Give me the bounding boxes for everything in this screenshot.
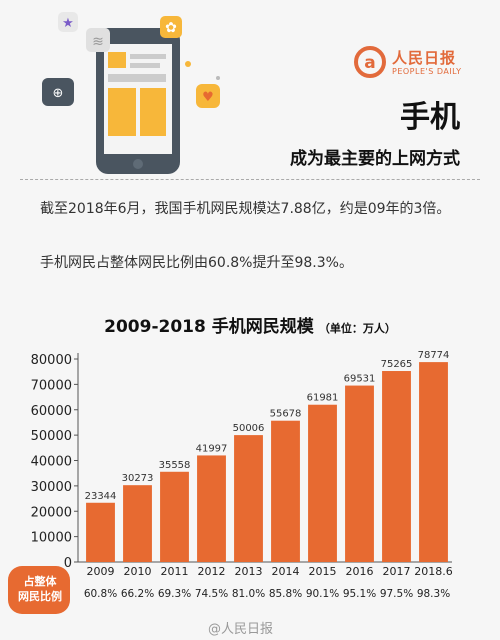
svg-text:a: a xyxy=(364,53,375,73)
brand-sub: PEOPLE'S DAILY xyxy=(392,67,462,76)
y-tick-label: 40000 xyxy=(31,455,72,470)
y-tick-label: 20000 xyxy=(31,505,72,520)
dashed-divider xyxy=(20,179,480,180)
data-label: 69531 xyxy=(344,374,376,385)
svg-text:≋: ≋ xyxy=(92,34,104,50)
ratio-label-line1: 占整体 xyxy=(23,575,57,588)
y-tick-label: 10000 xyxy=(31,531,72,546)
y-tick-label: 30000 xyxy=(31,480,72,495)
x-tick-label: 2011 xyxy=(161,565,189,578)
data-label: 61981 xyxy=(307,393,339,404)
x-tick-label: 2014 xyxy=(272,565,300,578)
y-tick-label: 0 xyxy=(64,556,72,571)
peoples-daily-logo: a xyxy=(354,46,386,78)
data-label: 30273 xyxy=(122,473,154,484)
chart-title-main: 2009-2018 手机网民规模 xyxy=(104,317,314,337)
ratio-badge xyxy=(8,566,70,614)
ratio-value: 85.8% xyxy=(269,588,302,600)
ratio-value: 95.1% xyxy=(343,588,376,600)
data-label: 35558 xyxy=(159,460,191,471)
page-subtitle: 成为最主要的上网方式 xyxy=(290,149,460,169)
svg-text:♥: ♥ xyxy=(202,90,214,105)
star-icon xyxy=(58,12,78,32)
chart-title: 2009-2018 手机网民规模 （单位：万人） xyxy=(0,312,500,337)
data-label: 55678 xyxy=(270,409,302,420)
svg-text:★: ★ xyxy=(62,16,74,31)
ratio-value: 74.5% xyxy=(195,588,228,600)
svg-text:⊕: ⊕ xyxy=(53,86,64,101)
gamepad-icon xyxy=(42,78,74,106)
x-tick-label: 2016 xyxy=(346,565,374,578)
ratio-value: 60.8% xyxy=(84,588,117,600)
svg-text:✿: ✿ xyxy=(165,20,177,36)
ratio-value: 98.3% xyxy=(417,588,450,600)
paragraph-ratio: 手机网民占整体网民比例由60.8%提升至98.3%。 xyxy=(40,255,353,271)
ratio-label-line2: 网民比例 xyxy=(18,590,62,603)
page-title: 手机 xyxy=(400,100,460,135)
bar xyxy=(271,420,300,562)
x-tick-label: 2013 xyxy=(235,565,263,578)
bar xyxy=(160,471,189,562)
data-label: 78774 xyxy=(418,350,450,361)
data-label: 41997 xyxy=(196,443,228,454)
paragraph-scale: 截至2018年6月，我国手机网民规模达7.88亿，约是09年的3倍。 xyxy=(40,201,451,217)
x-tick-label: 2015 xyxy=(309,565,337,578)
bar xyxy=(197,455,226,562)
ratio-value: 66.2% xyxy=(121,588,154,600)
data-label: 75265 xyxy=(381,359,413,370)
data-label: 23344 xyxy=(85,491,117,502)
ratio-value: 97.5% xyxy=(380,588,413,600)
ratio-label: 占整体 网民比例 xyxy=(12,574,68,604)
y-tick-label: 80000 xyxy=(31,353,72,368)
watermark: @人民日报 xyxy=(208,622,274,637)
bar xyxy=(419,362,448,562)
bar xyxy=(234,435,263,562)
bar xyxy=(308,404,337,562)
ratio-value: 90.1% xyxy=(306,588,339,600)
bar xyxy=(86,502,115,562)
phone-illustration: ≋ ✿ ★ ⊕ ♥ xyxy=(42,12,220,174)
x-tick-label: 2009 xyxy=(87,565,115,578)
chart-title-unit: （单位：万人） xyxy=(318,322,396,335)
x-tick-label: 2017 xyxy=(383,565,411,578)
ratio-value: 69.3% xyxy=(158,588,191,600)
bar xyxy=(382,371,411,562)
heart-icon xyxy=(196,84,220,108)
x-tick-label: 2018.6 xyxy=(414,565,453,578)
x-tick-label: 2012 xyxy=(198,565,226,578)
data-label: 50006 xyxy=(233,423,265,434)
y-tick-label: 50000 xyxy=(31,429,72,444)
x-tick-label: 2010 xyxy=(124,565,152,578)
wifi-icon xyxy=(86,28,110,52)
bar xyxy=(123,485,152,562)
y-tick-label: 60000 xyxy=(31,404,72,419)
y-tick-label: 70000 xyxy=(31,378,72,393)
bar xyxy=(345,385,374,562)
ratio-value: 81.0% xyxy=(232,588,265,600)
gear-icon xyxy=(160,16,182,38)
brand-name: 人民日报 xyxy=(392,49,457,67)
